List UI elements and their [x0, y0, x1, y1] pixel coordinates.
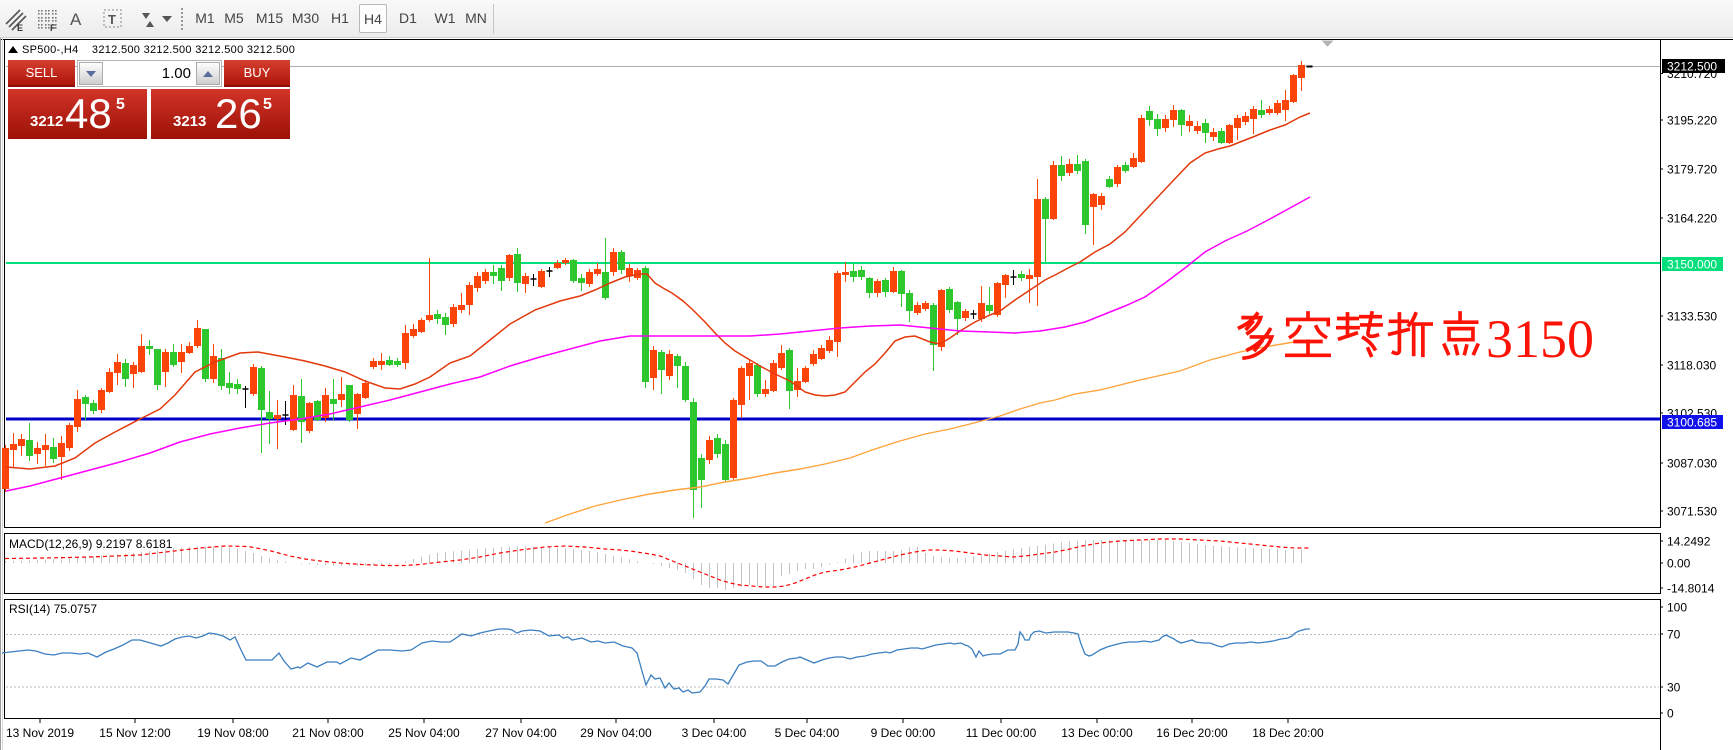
- svg-text:100: 100: [1667, 601, 1687, 615]
- svg-text:25 Nov 04:00: 25 Nov 04:00: [388, 726, 460, 740]
- svg-text:3195.220: 3195.220: [1667, 114, 1717, 128]
- svg-text:13 Nov 2019: 13 Nov 2019: [6, 726, 74, 740]
- svg-text:E: E: [17, 23, 23, 33]
- svg-text:30: 30: [1667, 681, 1681, 695]
- svg-text:29 Nov 04:00: 29 Nov 04:00: [580, 726, 652, 740]
- svg-text:3133.530: 3133.530: [1667, 310, 1717, 324]
- svg-text:3118.030: 3118.030: [1667, 359, 1716, 373]
- svg-text:-14.8014: -14.8014: [1667, 582, 1715, 596]
- svg-text:9 Dec 00:00: 9 Dec 00:00: [871, 726, 936, 740]
- svg-text:11 Dec 00:00: 11 Dec 00:00: [966, 726, 1037, 740]
- svg-text:3100.685: 3100.685: [1667, 416, 1717, 430]
- svg-text:3179.720: 3179.720: [1667, 163, 1717, 177]
- svg-text:T: T: [108, 12, 116, 27]
- svg-text:MACD(12,26,9) 9.2197 8.6181: MACD(12,26,9) 9.2197 8.6181: [9, 537, 173, 551]
- svg-text:3 Dec 04:00: 3 Dec 04:00: [682, 726, 747, 740]
- svg-text:F: F: [50, 23, 56, 33]
- svg-text:14.2492: 14.2492: [1667, 535, 1711, 549]
- svg-text:3087.030: 3087.030: [1667, 457, 1717, 471]
- svg-text:16 Dec 20:00: 16 Dec 20:00: [1156, 726, 1228, 740]
- svg-text:3164.220: 3164.220: [1667, 212, 1717, 226]
- svg-text:70: 70: [1667, 628, 1681, 642]
- svg-text:3071.530: 3071.530: [1667, 505, 1717, 519]
- svg-text:0: 0: [1667, 707, 1674, 721]
- svg-text:0.00: 0.00: [1667, 557, 1691, 571]
- svg-text:13 Dec 00:00: 13 Dec 00:00: [1061, 726, 1133, 740]
- svg-text:RSI(14) 75.0757: RSI(14) 75.0757: [9, 602, 97, 616]
- svg-text:5 Dec 04:00: 5 Dec 04:00: [775, 726, 840, 740]
- svg-text:15 Nov 12:00: 15 Nov 12:00: [99, 726, 171, 740]
- svg-text:A: A: [70, 10, 82, 29]
- svg-text:27 Nov 04:00: 27 Nov 04:00: [485, 726, 557, 740]
- svg-text:18 Dec 20:00: 18 Dec 20:00: [1252, 726, 1324, 740]
- svg-text:3150: 3150: [1486, 309, 1594, 369]
- svg-text:3212.500: 3212.500: [1667, 60, 1717, 74]
- svg-text:19 Nov 08:00: 19 Nov 08:00: [197, 726, 269, 740]
- svg-text:3150.000: 3150.000: [1667, 258, 1717, 272]
- svg-text:21 Nov 08:00: 21 Nov 08:00: [292, 726, 364, 740]
